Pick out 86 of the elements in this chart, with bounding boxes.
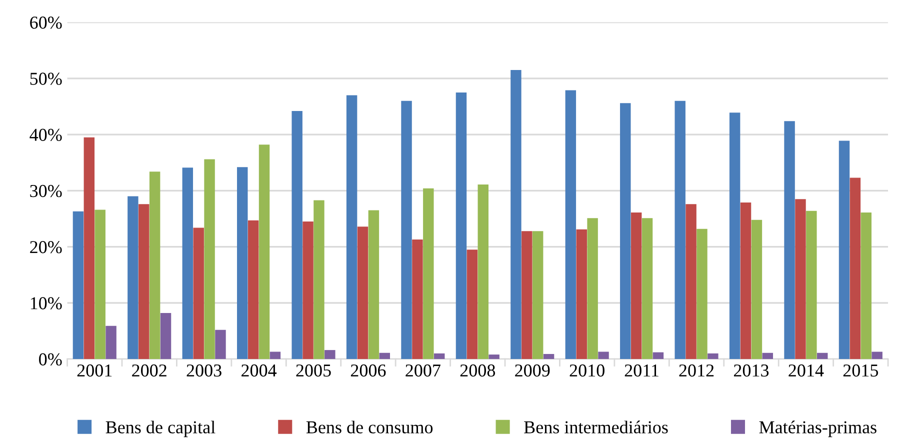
bar [182, 168, 194, 360]
x-tick-label: 2012 [679, 364, 714, 377]
bar [686, 204, 696, 360]
bar [532, 231, 544, 360]
bar [838, 140, 850, 360]
bar [795, 199, 806, 360]
bar [872, 352, 882, 360]
bar [565, 90, 576, 360]
y-tick-label: 40% [30, 128, 62, 142]
legend-label: Bens intermediários [524, 420, 668, 434]
bar [456, 92, 467, 360]
x-tick-label: 2006 [350, 364, 386, 377]
bar [237, 167, 248, 360]
bar [346, 95, 358, 360]
bar [488, 354, 500, 360]
bar [193, 228, 204, 360]
bar [587, 218, 598, 360]
bar [128, 196, 138, 360]
bar [510, 70, 522, 360]
bar [708, 353, 718, 360]
bar [630, 212, 642, 360]
bar [598, 352, 609, 360]
bar [215, 330, 226, 360]
bar [401, 100, 412, 360]
y-tick-label: 0% [39, 353, 62, 366]
x-tick-label: 2014 [788, 364, 824, 377]
bar [84, 137, 95, 360]
bar [72, 211, 84, 360]
bar [412, 239, 423, 360]
bar [248, 220, 259, 360]
legend-label: Bens de consumo [306, 420, 433, 434]
y-tick-label: 30% [30, 184, 62, 198]
bar [270, 352, 281, 360]
bar [258, 144, 270, 360]
y-tick-label: 10% [30, 297, 62, 310]
bar [576, 229, 587, 360]
bar [357, 226, 368, 360]
x-tick-label: 2007 [406, 364, 440, 377]
bar [106, 326, 116, 360]
x-tick-label: 2004 [242, 364, 277, 377]
x-tick-label: 2013 [734, 364, 769, 377]
bar [860, 212, 872, 360]
legend-label: Bens de capital [106, 420, 216, 438]
bar [696, 228, 708, 360]
bar [434, 353, 445, 360]
bar [784, 121, 795, 360]
bar [94, 210, 106, 360]
legend-label: Matérias-primas [759, 420, 876, 438]
y-tick-label: 50% [30, 72, 62, 85]
bar [160, 313, 172, 360]
x-tick-label: 2010 [570, 364, 604, 377]
bar [138, 204, 150, 360]
bar [740, 202, 752, 360]
bar [292, 110, 302, 360]
bar [302, 222, 314, 360]
x-tick-label: 2011 [624, 364, 658, 377]
x-tick-label: 2008 [460, 364, 496, 377]
bar [674, 100, 686, 360]
bar [324, 350, 336, 360]
bar [817, 352, 828, 360]
x-tick-label: 2015 [843, 364, 878, 377]
bar [149, 172, 160, 360]
bar [478, 184, 488, 360]
bar [620, 103, 631, 360]
bar [652, 352, 664, 360]
x-tick-label: 2001 [77, 364, 112, 377]
bar [368, 210, 380, 360]
bar [379, 352, 390, 360]
y-tick-label: 20% [30, 241, 62, 254]
bar [522, 231, 532, 360]
y-tick-label: 60% [30, 16, 62, 29]
bar [806, 210, 817, 360]
bar [543, 354, 554, 360]
bar [762, 352, 774, 360]
x-tick-label: 2003 [186, 364, 222, 377]
bar [204, 159, 215, 360]
bar [466, 250, 478, 360]
bar [729, 112, 740, 360]
x-tick-label: 2005 [296, 364, 331, 377]
x-tick-label: 2009 [515, 364, 550, 377]
bar [642, 218, 653, 360]
bar [423, 188, 434, 360]
bar [850, 178, 861, 360]
bar [314, 200, 324, 360]
bar [751, 220, 762, 360]
x-tick-label: 2002 [132, 364, 166, 377]
